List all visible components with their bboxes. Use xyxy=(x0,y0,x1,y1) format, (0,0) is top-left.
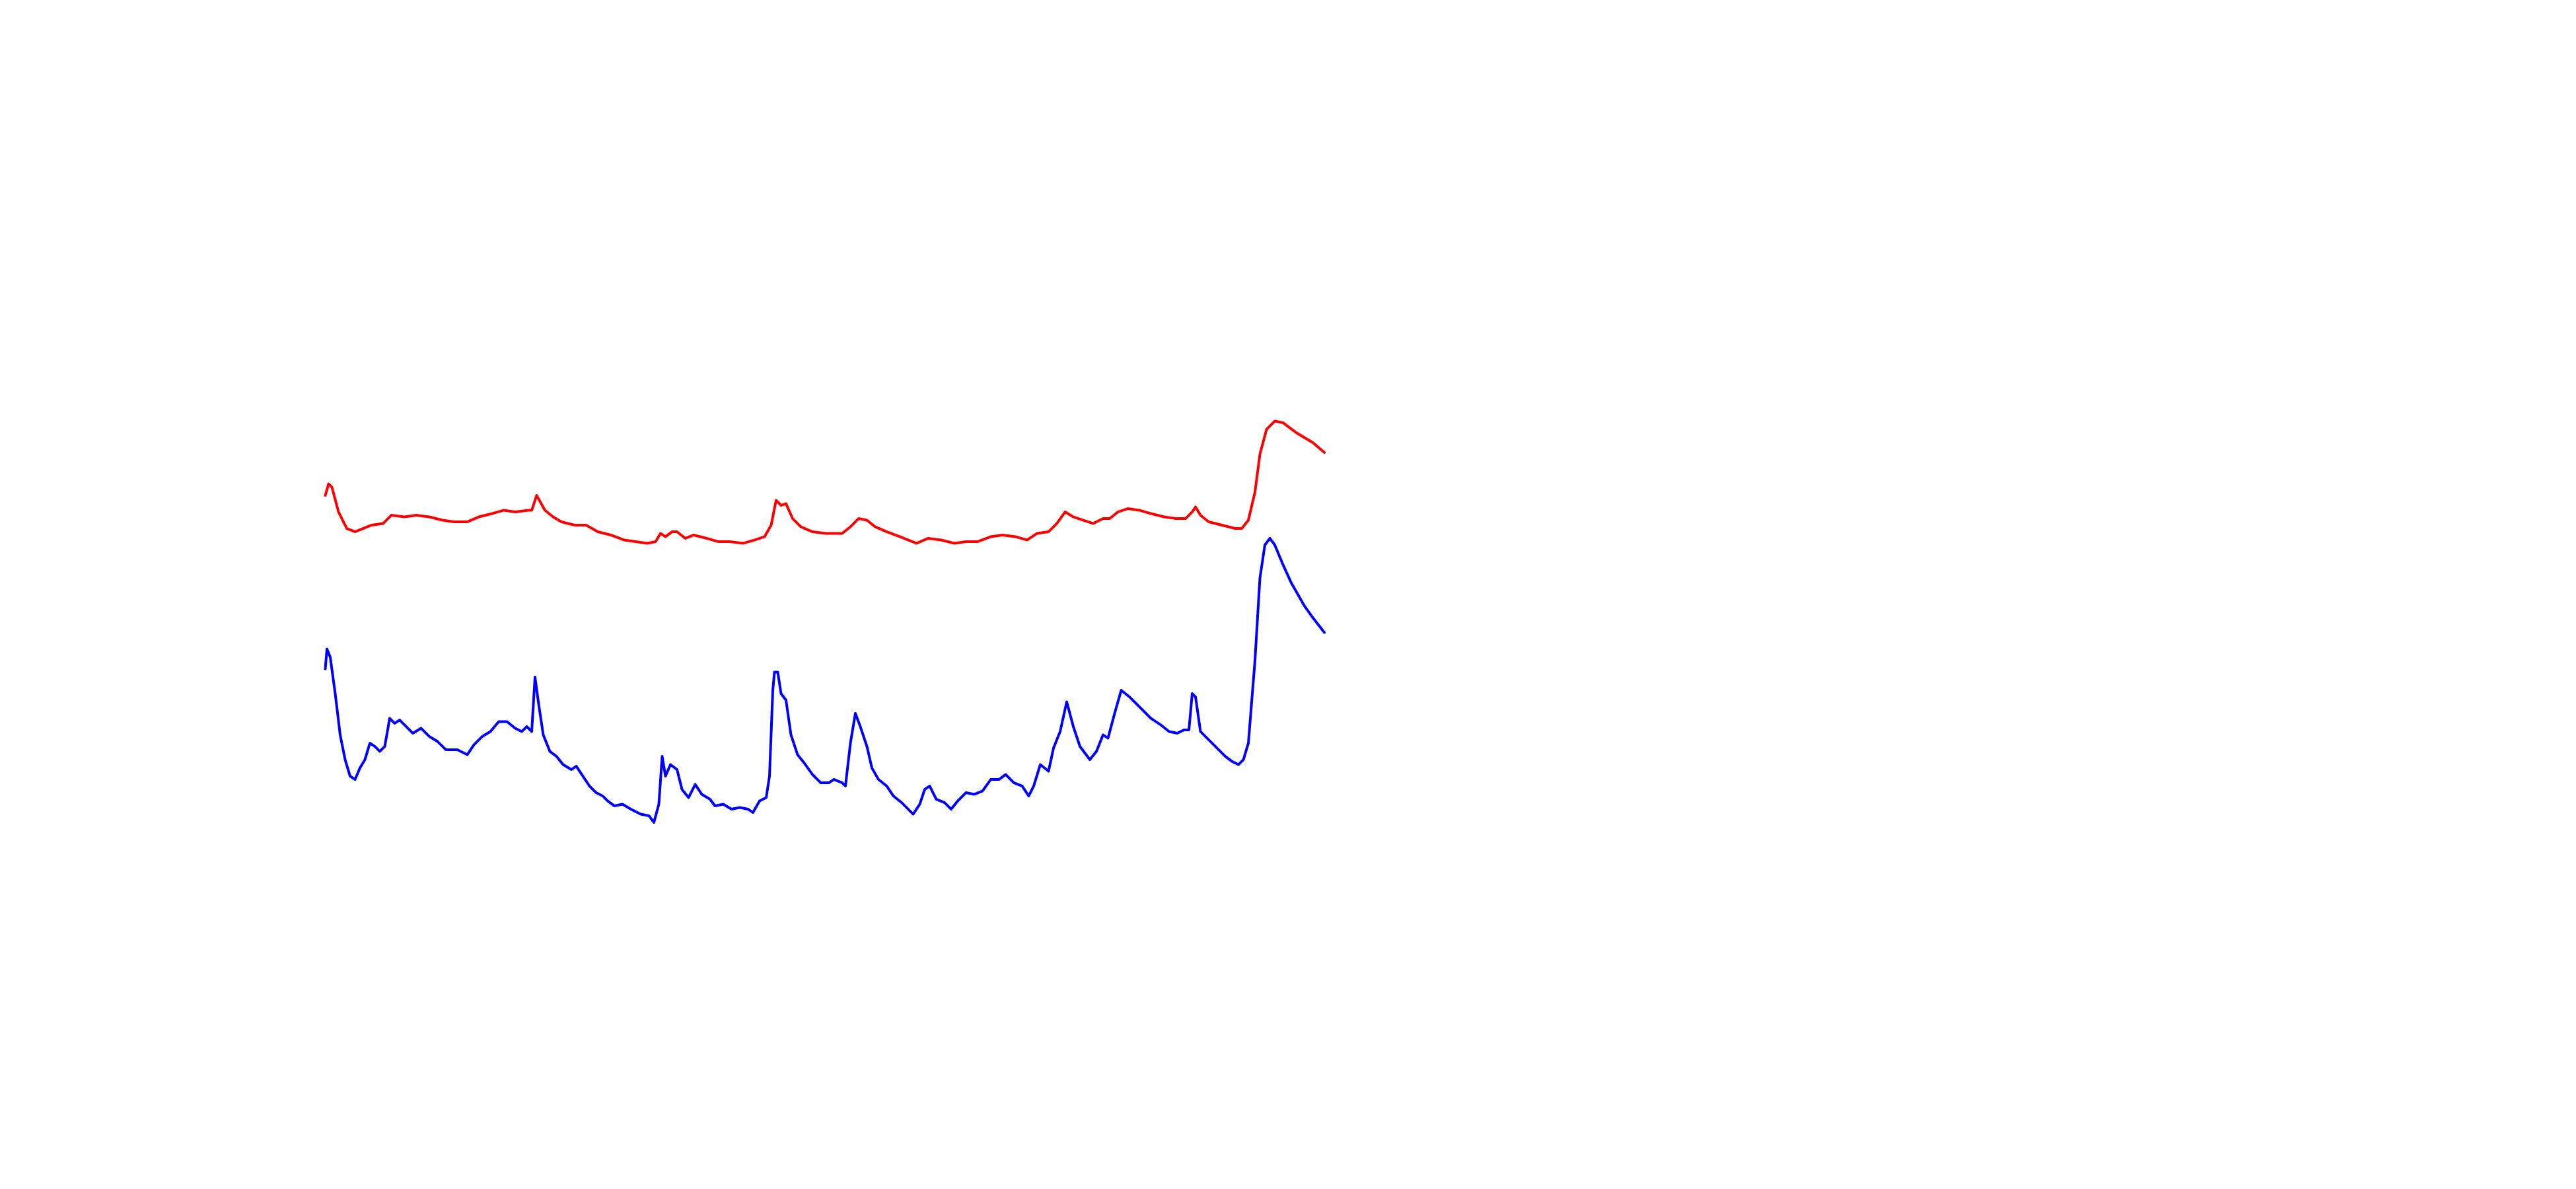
data-line xyxy=(324,419,1326,545)
data-line xyxy=(324,537,1326,824)
